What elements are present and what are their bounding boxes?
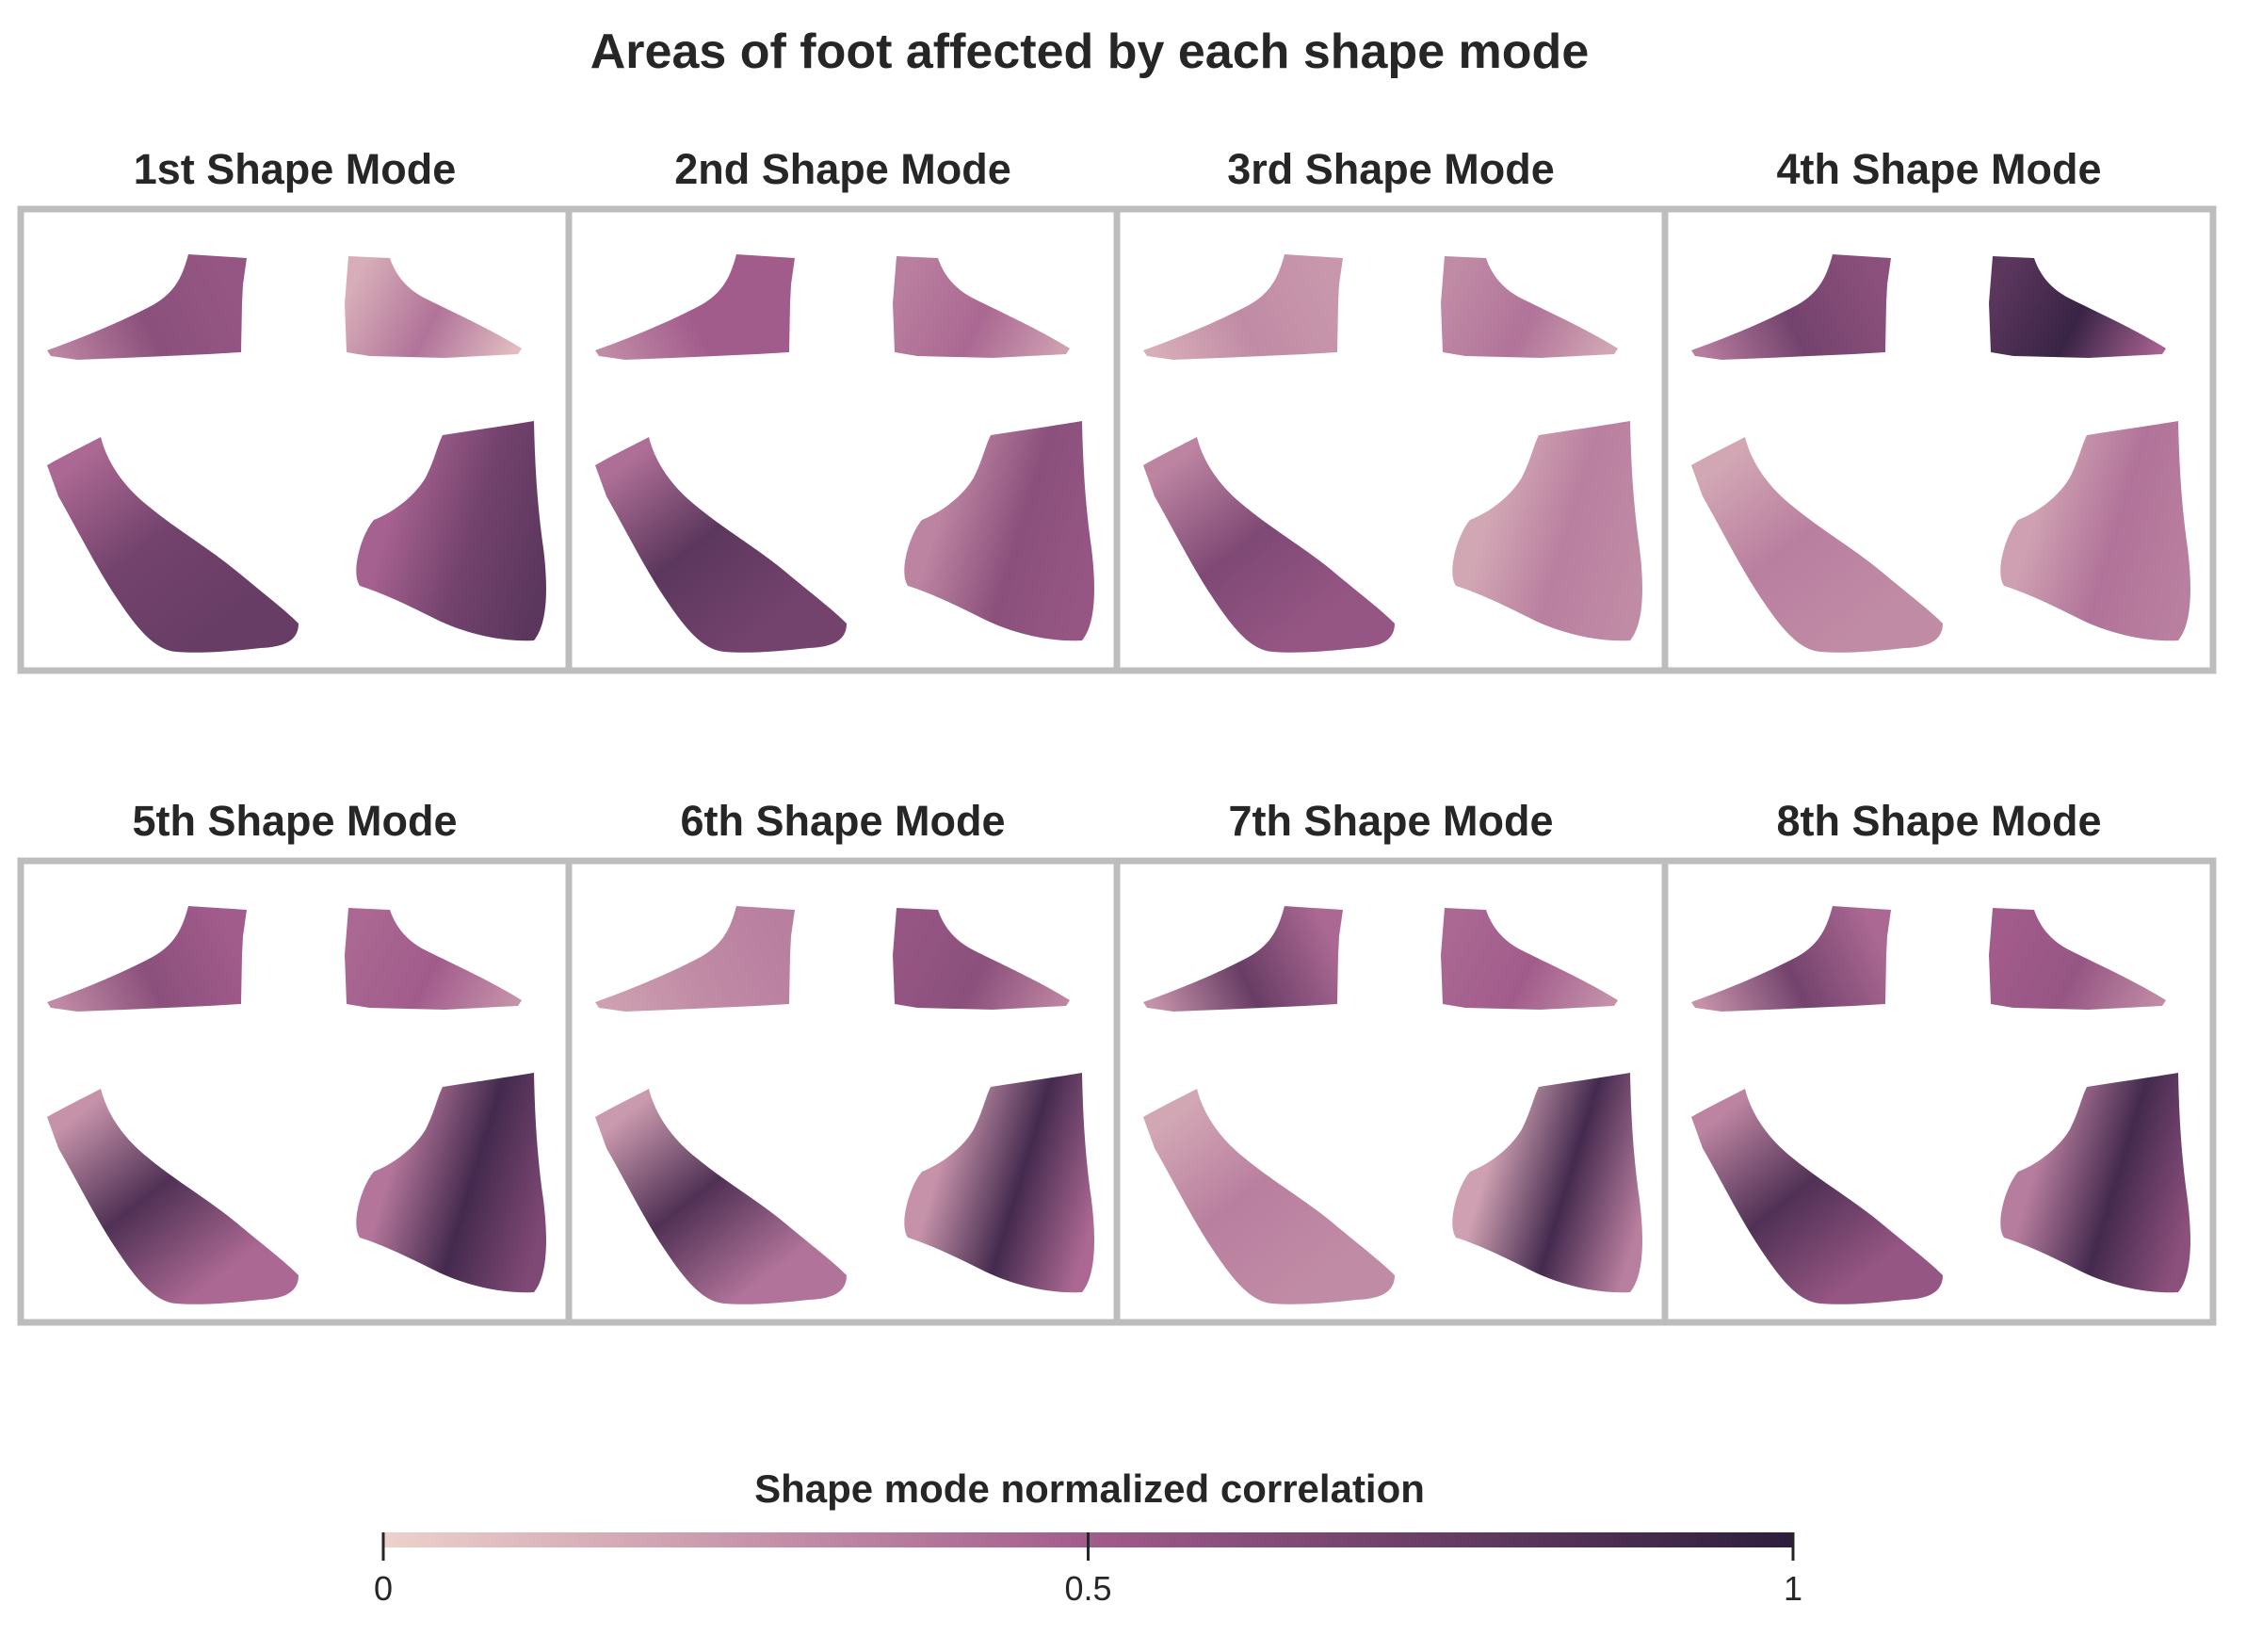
foot-back-right bbox=[1452, 1073, 1642, 1293]
foot-bottom-left bbox=[47, 437, 299, 653]
foot-lateral-left bbox=[1691, 254, 1891, 360]
foot-lateral-left bbox=[1143, 906, 1343, 1012]
foot-lateral-left bbox=[595, 906, 795, 1012]
panel-grid: 1st Shape Mode 2nd Shape Mode 3rd Shape Mo… bbox=[17, 145, 2217, 1326]
foot-medial-right bbox=[893, 256, 1070, 358]
shape-mode-panel: 5th Shape Mode bbox=[17, 797, 573, 1326]
foot-bottom-left bbox=[1143, 437, 1395, 653]
foot-lateral-left bbox=[47, 906, 247, 1012]
panel-title: 4th Shape Mode bbox=[1776, 145, 2101, 193]
panel-frame bbox=[1661, 857, 2217, 1326]
colorbar-title: Shape mode normalized correlation bbox=[754, 1466, 1425, 1511]
colorbar-ticks: 0 0.5 1 bbox=[374, 1532, 1802, 1608]
foot-back-right bbox=[1452, 421, 1642, 641]
panel-title: 7th Shape Mode bbox=[1228, 797, 1553, 845]
foot-bottom-left bbox=[1691, 1089, 1943, 1304]
shape-mode-panel: 2nd Shape Mode bbox=[565, 145, 1121, 674]
colorbar-tick-label: 0 bbox=[374, 1569, 393, 1608]
foot-back-right bbox=[904, 421, 1094, 641]
foot-bottom-left bbox=[595, 437, 847, 653]
foot-views bbox=[595, 906, 1094, 1304]
foot-medial-right bbox=[1989, 256, 2166, 358]
panel-title: 1st Shape Mode bbox=[134, 145, 457, 193]
foot-medial-right bbox=[1989, 908, 2166, 1010]
foot-views bbox=[1691, 906, 2190, 1304]
foot-views bbox=[595, 254, 1094, 653]
shape-mode-panel: 6th Shape Mode bbox=[565, 797, 1121, 1326]
foot-lateral-left bbox=[1143, 254, 1343, 360]
colorbar-tick-label: 1 bbox=[1784, 1569, 1802, 1608]
foot-views bbox=[1143, 254, 1642, 653]
foot-back-right bbox=[2000, 421, 2190, 641]
colorbar: Shape mode normalized correlation 0 0.5 1 bbox=[374, 1466, 1802, 1608]
foot-medial-right bbox=[1441, 908, 1618, 1010]
foot-medial-right bbox=[345, 908, 522, 1010]
foot-views bbox=[47, 906, 546, 1304]
foot-bottom-left bbox=[47, 1089, 299, 1304]
shape-mode-panel: 1st Shape Mode bbox=[17, 145, 573, 674]
colorbar-tick-label: 0.5 bbox=[1064, 1569, 1111, 1608]
foot-views bbox=[47, 254, 546, 653]
foot-bottom-left bbox=[1691, 437, 1943, 653]
foot-lateral-left bbox=[595, 254, 795, 360]
figure-title: Areas of foot affected by each shape mod… bbox=[590, 24, 1590, 79]
foot-lateral-left bbox=[47, 254, 247, 360]
foot-back-right bbox=[2000, 1073, 2190, 1293]
foot-bottom-left bbox=[1143, 1089, 1395, 1304]
panel-frame bbox=[1661, 205, 2217, 674]
panel-title: 2nd Shape Mode bbox=[674, 145, 1011, 193]
foot-back-right bbox=[356, 421, 546, 641]
foot-back-right bbox=[356, 1073, 546, 1293]
foot-medial-right bbox=[1441, 256, 1618, 358]
shape-mode-panel: 3rd Shape Mode bbox=[1113, 145, 1669, 674]
shape-mode-panel: 7th Shape Mode bbox=[1113, 797, 1669, 1326]
foot-medial-right bbox=[345, 256, 522, 358]
panel-title: 6th Shape Mode bbox=[680, 797, 1005, 845]
panel-title: 8th Shape Mode bbox=[1776, 797, 2101, 845]
foot-lateral-left bbox=[1691, 906, 1891, 1012]
shape-mode-panel: 4th Shape Mode bbox=[1661, 145, 2217, 674]
foot-back-right bbox=[904, 1073, 1094, 1293]
foot-views bbox=[1143, 906, 1642, 1304]
panel-title: 3rd Shape Mode bbox=[1227, 145, 1555, 193]
foot-views bbox=[1691, 254, 2190, 653]
foot-medial-right bbox=[893, 908, 1070, 1010]
foot-bottom-left bbox=[595, 1089, 847, 1304]
shape-mode-panel: 8th Shape Mode bbox=[1661, 797, 2217, 1326]
panel-title: 5th Shape Mode bbox=[132, 797, 457, 845]
